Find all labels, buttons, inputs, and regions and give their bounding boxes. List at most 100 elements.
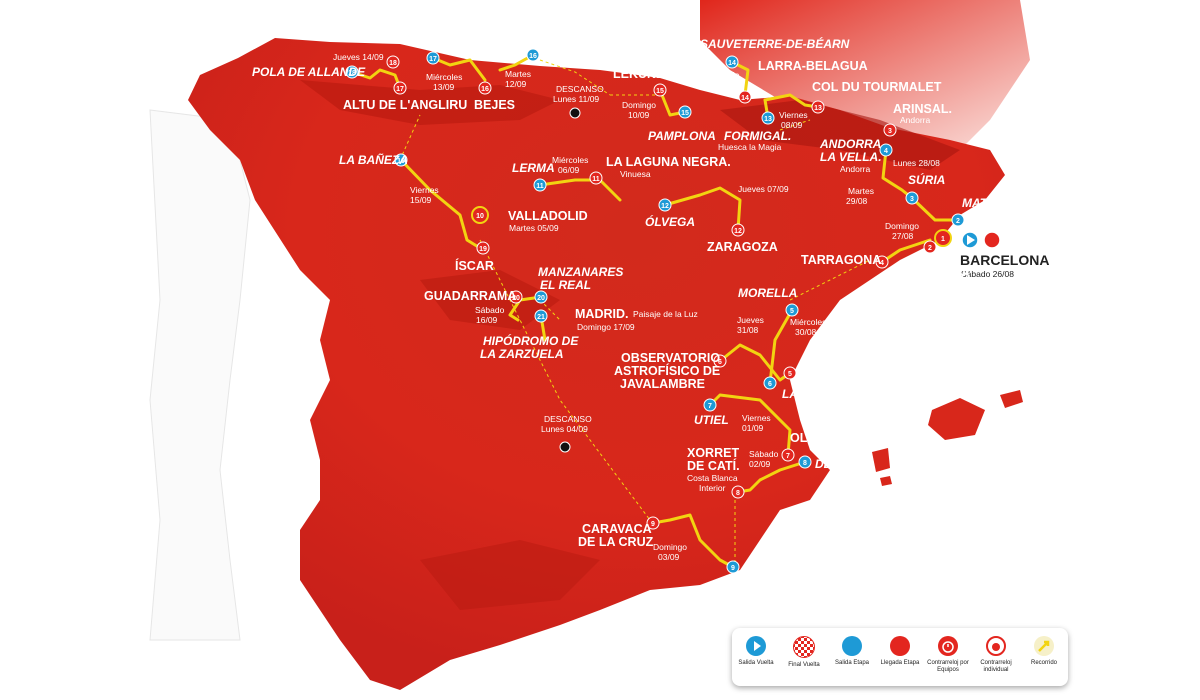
legend-salida-vuelta: Salida Vuelta	[734, 636, 778, 667]
stage-13-end-marker	[811, 100, 825, 114]
stage-7-start-marker	[703, 398, 717, 412]
label-la-vella-sub: Andorra	[840, 164, 871, 174]
stage-markers: 1 2 2 3 3 4 4 5 5 6 6 7 7 8 8 9 9 10	[345, 48, 1001, 574]
stage-8-end-marker	[731, 485, 745, 499]
label-pola: POLA DE ALLANDE	[252, 65, 366, 79]
label-de-linares: DE LINARES	[332, 24, 408, 38]
stage-number-4-end: 4	[880, 260, 884, 267]
label-banneza: LA BAÑEZA	[339, 152, 408, 167]
stage-number-5: 5	[790, 308, 794, 315]
legend-llegada-etapa: Llegada Etapa	[878, 636, 922, 667]
label-zaragoza: ZARAGOZA	[707, 240, 778, 254]
label-formigal: FORMIGAL.	[724, 129, 791, 143]
stage-4-start-marker	[879, 143, 893, 157]
stage-number-17: 17	[429, 56, 437, 63]
transfer-lines	[399, 59, 871, 565]
label-tarragona: TARRAGONA	[801, 253, 881, 267]
label-zarzuela: LA ZARZUELA	[480, 347, 564, 361]
label-xorret: XORRET	[687, 446, 739, 460]
label-lerma: LERMA	[512, 161, 555, 175]
label-liencres: LIENCRES PLAYA	[518, 31, 621, 45]
date-sabado-09a: Sábado	[710, 70, 740, 80]
stage-number-21: 21	[537, 314, 545, 321]
label-oliva: OLIVA	[790, 431, 827, 445]
stage-number-8: 8	[803, 460, 807, 467]
stage-17-start-marker	[426, 51, 440, 65]
date-viernes-01a: Viernes	[742, 413, 771, 423]
label-andorra: ANDORRA	[819, 137, 881, 151]
label-el-real: EL REAL	[540, 278, 591, 292]
label-arinsal: ARINSAL.	[893, 102, 952, 116]
date-miercoles-30a: Miércoles	[790, 317, 826, 327]
blue-dot-icon	[842, 636, 862, 656]
legend-label: Final Vuelta	[788, 662, 820, 668]
stopwatch-icon	[938, 636, 958, 656]
label-olvega: ÓLVEGA	[645, 214, 695, 229]
mountain-relief-pyrenees	[720, 100, 960, 170]
stage-number-5-end: 5	[788, 371, 792, 378]
map-legend: Salida Vuelta Final Vuelta Salida Etapa …	[732, 628, 1068, 686]
stage-number-2-end: 2	[928, 245, 932, 252]
play-icon	[746, 636, 766, 656]
stage-number-3: 3	[910, 196, 914, 203]
date-miercoles-06a: Miércoles	[552, 155, 588, 165]
formentera	[880, 476, 892, 486]
stage-number-7: 7	[708, 403, 712, 410]
label-astrofisico: ASTROFÍSICO DE	[614, 363, 720, 378]
stage-number-13: 13	[764, 116, 772, 123]
stage-number-14-end: 14	[741, 95, 749, 102]
date-labels: Jueves 14/09 Miércoles 13/09 Martes 12/0…	[333, 52, 940, 562]
label-angliru: ALTU DE L'ANGLIRU	[343, 98, 467, 112]
date-martes-12a: Martes	[505, 69, 531, 79]
label-barcelona-2: BARCELONA	[890, 266, 970, 280]
label-laguna-sub: Vinuesa	[620, 169, 651, 179]
legend-label: Contrarreloj individual	[980, 660, 1012, 673]
label-vall: LA VALL D'UIXÓ	[782, 386, 876, 401]
label-javalambre: JAVALAMBRE	[620, 377, 705, 391]
label-costa-blanca: Costa Blanca	[687, 473, 738, 483]
date-jueves-31b: 31/08	[737, 325, 759, 335]
date-martes-29b: 29/08	[846, 196, 868, 206]
label-larra: LARRA-BELAGUA	[758, 59, 868, 73]
stage-18-start-marker	[345, 65, 359, 79]
stage-number-16: 16	[529, 53, 537, 60]
date-martes-12b: 12/09	[505, 79, 527, 89]
stage-16-start-marker	[526, 48, 540, 62]
stage-8-start-marker	[798, 455, 812, 469]
label-sauveterre: SAUVETERRE-DE-BÉARN	[700, 36, 850, 51]
date-domingo-27b: 27/08	[892, 231, 914, 241]
stage-9-start-marker	[726, 560, 740, 574]
stage-number-18-end: 18	[389, 60, 397, 67]
date-domingo-10a: Domingo	[622, 100, 656, 110]
stage-number-19-end: 19	[479, 246, 487, 253]
date-descanso-1a: DESCANSO	[556, 84, 604, 94]
stage-number-11: 11	[536, 183, 544, 190]
label-denia: DÉNIA	[815, 456, 852, 471]
label-barcelona-date: Sábado 26/08	[961, 269, 1014, 279]
date-martes-05: Martes 05/09	[509, 223, 559, 233]
label-madrid: MADRID.	[575, 307, 628, 321]
stage-11-end-marker	[589, 171, 603, 185]
date-lunes-28: Lunes 28/08	[893, 158, 940, 168]
date-sabado-02a: Sábado	[749, 449, 779, 459]
stage-number-2: 2	[956, 218, 960, 225]
date-descanso-1b: Lunes 11/09	[553, 94, 599, 104]
stage-number-15-end: 15	[656, 88, 664, 95]
date-viernes-08b: 08/09	[781, 120, 803, 130]
date-sabado-02b: 02/09	[749, 459, 771, 469]
date-jueves-14: Jueves 14/09	[333, 52, 384, 62]
stage-9-end-marker	[646, 516, 660, 530]
label-guadarrama: GUADARRAMA	[424, 289, 516, 303]
stage-20-start-marker	[534, 290, 548, 304]
team-time-trial-icon	[983, 231, 1001, 249]
label-la-vella: LA VELLA.	[820, 150, 882, 164]
stage-number-8-end: 8	[736, 490, 740, 497]
stage-15-start-marker	[678, 105, 692, 119]
stage-5-start-marker	[785, 303, 799, 317]
stage-20-end-marker	[509, 290, 523, 304]
date-domingo-27a: Domingo	[885, 221, 919, 231]
label-interior: Interior	[699, 483, 726, 493]
place-labels: LA CRUZ DE LINARES RIBADESELLA / RIBESEY…	[252, 11, 1049, 591]
date-domingo-03a: Domingo	[653, 542, 687, 552]
